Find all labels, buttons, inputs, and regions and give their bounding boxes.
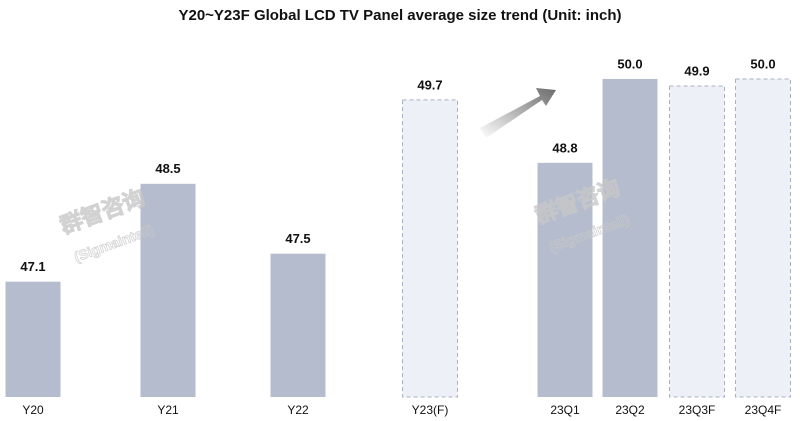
x-tick-label: Y22 (287, 403, 309, 417)
value-label: 47.1 (20, 259, 45, 274)
value-label: 50.0 (750, 56, 775, 71)
value-label: 49.9 (684, 63, 709, 78)
value-label: 50.0 (617, 56, 642, 71)
value-label: 49.7 (417, 77, 442, 92)
bar (402, 99, 458, 398)
x-tick-label: 23Q3F (679, 403, 716, 417)
bar (270, 253, 326, 397)
bar (669, 85, 725, 398)
bar (140, 183, 196, 397)
value-label: 48.5 (155, 161, 180, 176)
bars: 47.1 Y20 48.5 Y21 47.5 Y22 49.7 Y23(F) 48.8 23Q1 5… (5, 56, 791, 417)
value-label: 48.8 (552, 140, 577, 155)
x-tick-label: Y23(F) (412, 403, 449, 417)
bar (537, 162, 593, 397)
x-tick-label: 23Q4F (745, 403, 782, 417)
x-tick-label: 23Q1 (550, 403, 580, 417)
chart-title: Y20~Y23F Global LCD TV Panel average siz… (178, 7, 621, 24)
x-tick-label: Y21 (157, 403, 179, 417)
bar (735, 78, 791, 398)
trend-arrow (480, 88, 556, 138)
x-tick-label: 23Q2 (615, 403, 645, 417)
bar (5, 281, 61, 397)
value-label: 47.5 (285, 231, 310, 246)
x-tick-label: Y20 (22, 403, 44, 417)
bar (602, 78, 658, 397)
